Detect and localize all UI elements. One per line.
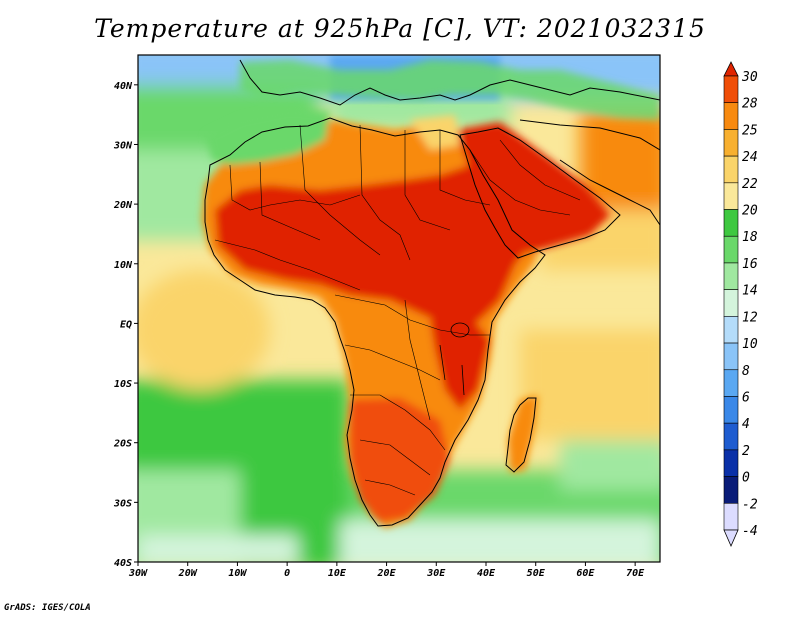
- colorbar-swatch: [723, 396, 739, 424]
- lon-tick-label: 50E: [527, 568, 546, 579]
- country-borders: [214, 124, 581, 496]
- lake-malawi: [461, 364, 465, 396]
- colorbar-swatch: [723, 422, 739, 451]
- land-temperature: [202, 60, 660, 528]
- lon-tick-label: 30W: [128, 568, 148, 579]
- land-egypt-warm: [410, 115, 460, 150]
- colorbar-swatch: [723, 369, 739, 397]
- band-indian-warm: [520, 330, 660, 440]
- colorbar-label: 25: [742, 123, 758, 138]
- colorbar-swatch: [723, 289, 739, 317]
- colorbar-swatch: [723, 235, 739, 264]
- lat-tick-label: 30S: [113, 498, 132, 509]
- lakes: [439, 322, 470, 396]
- coastline-africa: [204, 117, 546, 527]
- colorbar-label: -2: [742, 497, 758, 512]
- colorbar-label: 28: [742, 97, 758, 112]
- coastline-persian-gulf: [559, 159, 660, 226]
- colorbar-top-arrow: [723, 61, 739, 77]
- lat-tick-label: 20N: [113, 200, 133, 211]
- lon-tick-label: 20E: [377, 568, 397, 579]
- coastline-madagascar: [505, 397, 537, 473]
- land-east-africa-hot: [430, 315, 490, 410]
- band-south-cold: [138, 535, 298, 562]
- coastlines: [204, 59, 660, 527]
- colorbar-swatch: [723, 209, 739, 237]
- band-atlantic-warm: [138, 270, 270, 390]
- colorbar-label: 0: [742, 471, 750, 486]
- colorbar-label: 14: [742, 284, 758, 299]
- colorbar-label: 30: [741, 70, 758, 85]
- colorbar-label: 2: [742, 444, 750, 459]
- land-europe-cool: [240, 60, 660, 120]
- colorbar-label: 24: [742, 150, 758, 165]
- lat-tick-label: 10N: [114, 260, 133, 271]
- map-plot-area: [138, 55, 660, 562]
- lon-tick-label: 10E: [328, 568, 347, 579]
- lon-tick-label: 30E: [426, 568, 446, 579]
- colorbar-label: 6: [742, 390, 750, 405]
- colorbar-label: 10: [742, 337, 758, 352]
- colorbar-swatch: [723, 476, 739, 504]
- land-maghreb-green: [205, 108, 330, 165]
- colorbar-label: -4: [742, 524, 758, 539]
- latitude-ticks: 40N 30N 20N 10N EQ 10S 20S 30S 40S: [113, 81, 138, 569]
- coastline-iran: [519, 119, 660, 151]
- lake-victoria: [450, 322, 470, 338]
- lat-tick-label: EQ: [120, 319, 132, 330]
- lon-tick-label: 20W: [178, 568, 198, 579]
- colorbar-label: 12: [742, 310, 758, 325]
- colorbar-swatch: [723, 155, 739, 184]
- lat-tick-label: 40N: [114, 81, 133, 92]
- colorbar-swatch: [723, 449, 739, 477]
- plot-frame: [137, 54, 661, 563]
- colorbar-swatch: [723, 502, 739, 531]
- colorbar-swatch: [723, 342, 739, 371]
- colorbar-label: 8: [742, 364, 750, 379]
- colorbar-swatch: [723, 102, 739, 130]
- land-sahara-hot: [215, 165, 530, 330]
- colorbar-label: 16: [742, 257, 758, 272]
- map-title: Temperature at 925hPa [C], VT: 202103231…: [94, 14, 706, 43]
- lon-tick-label: 70E: [626, 568, 645, 579]
- lon-tick-label: 40E: [477, 568, 496, 579]
- lon-tick-label: 10W: [228, 568, 247, 579]
- lat-tick-label: 20S: [113, 439, 132, 450]
- lat-tick-label: 10S: [114, 379, 132, 390]
- lat-tick-label: 40S: [114, 558, 132, 569]
- band-south-pale: [340, 520, 660, 562]
- lon-tick-label: 60E: [576, 568, 595, 579]
- colorbar-label: 20: [742, 204, 758, 219]
- credit-label: GrADS: IGES/COLA: [4, 603, 91, 613]
- colorbar-swatch: [723, 75, 739, 104]
- colorbar-swatch: [723, 129, 739, 157]
- lon-tick-label: 0: [284, 568, 290, 579]
- land-madagascar: [508, 395, 538, 472]
- longitude-ticks: 30W 20W 10W 0 10E 20E 30E 40E 50E 60E 70E: [128, 562, 645, 579]
- colorbar-bottom-arrow: [723, 529, 739, 547]
- coastline-europe: [239, 59, 660, 106]
- coastline-arabia: [459, 127, 621, 259]
- colorbar-swatch: [723, 316, 739, 344]
- lat-tick-label: 30N: [113, 140, 133, 151]
- colorbar-label: 22: [742, 177, 758, 192]
- colorbar-label: 4: [742, 417, 750, 432]
- colorbar-label: 18: [742, 230, 758, 245]
- land-southern-africa: [350, 398, 450, 522]
- colorbar-swatch: [723, 182, 739, 210]
- lake-tanganyika: [439, 344, 446, 381]
- land-arabia-hot: [455, 122, 610, 255]
- colorbar-swatch: [723, 262, 739, 290]
